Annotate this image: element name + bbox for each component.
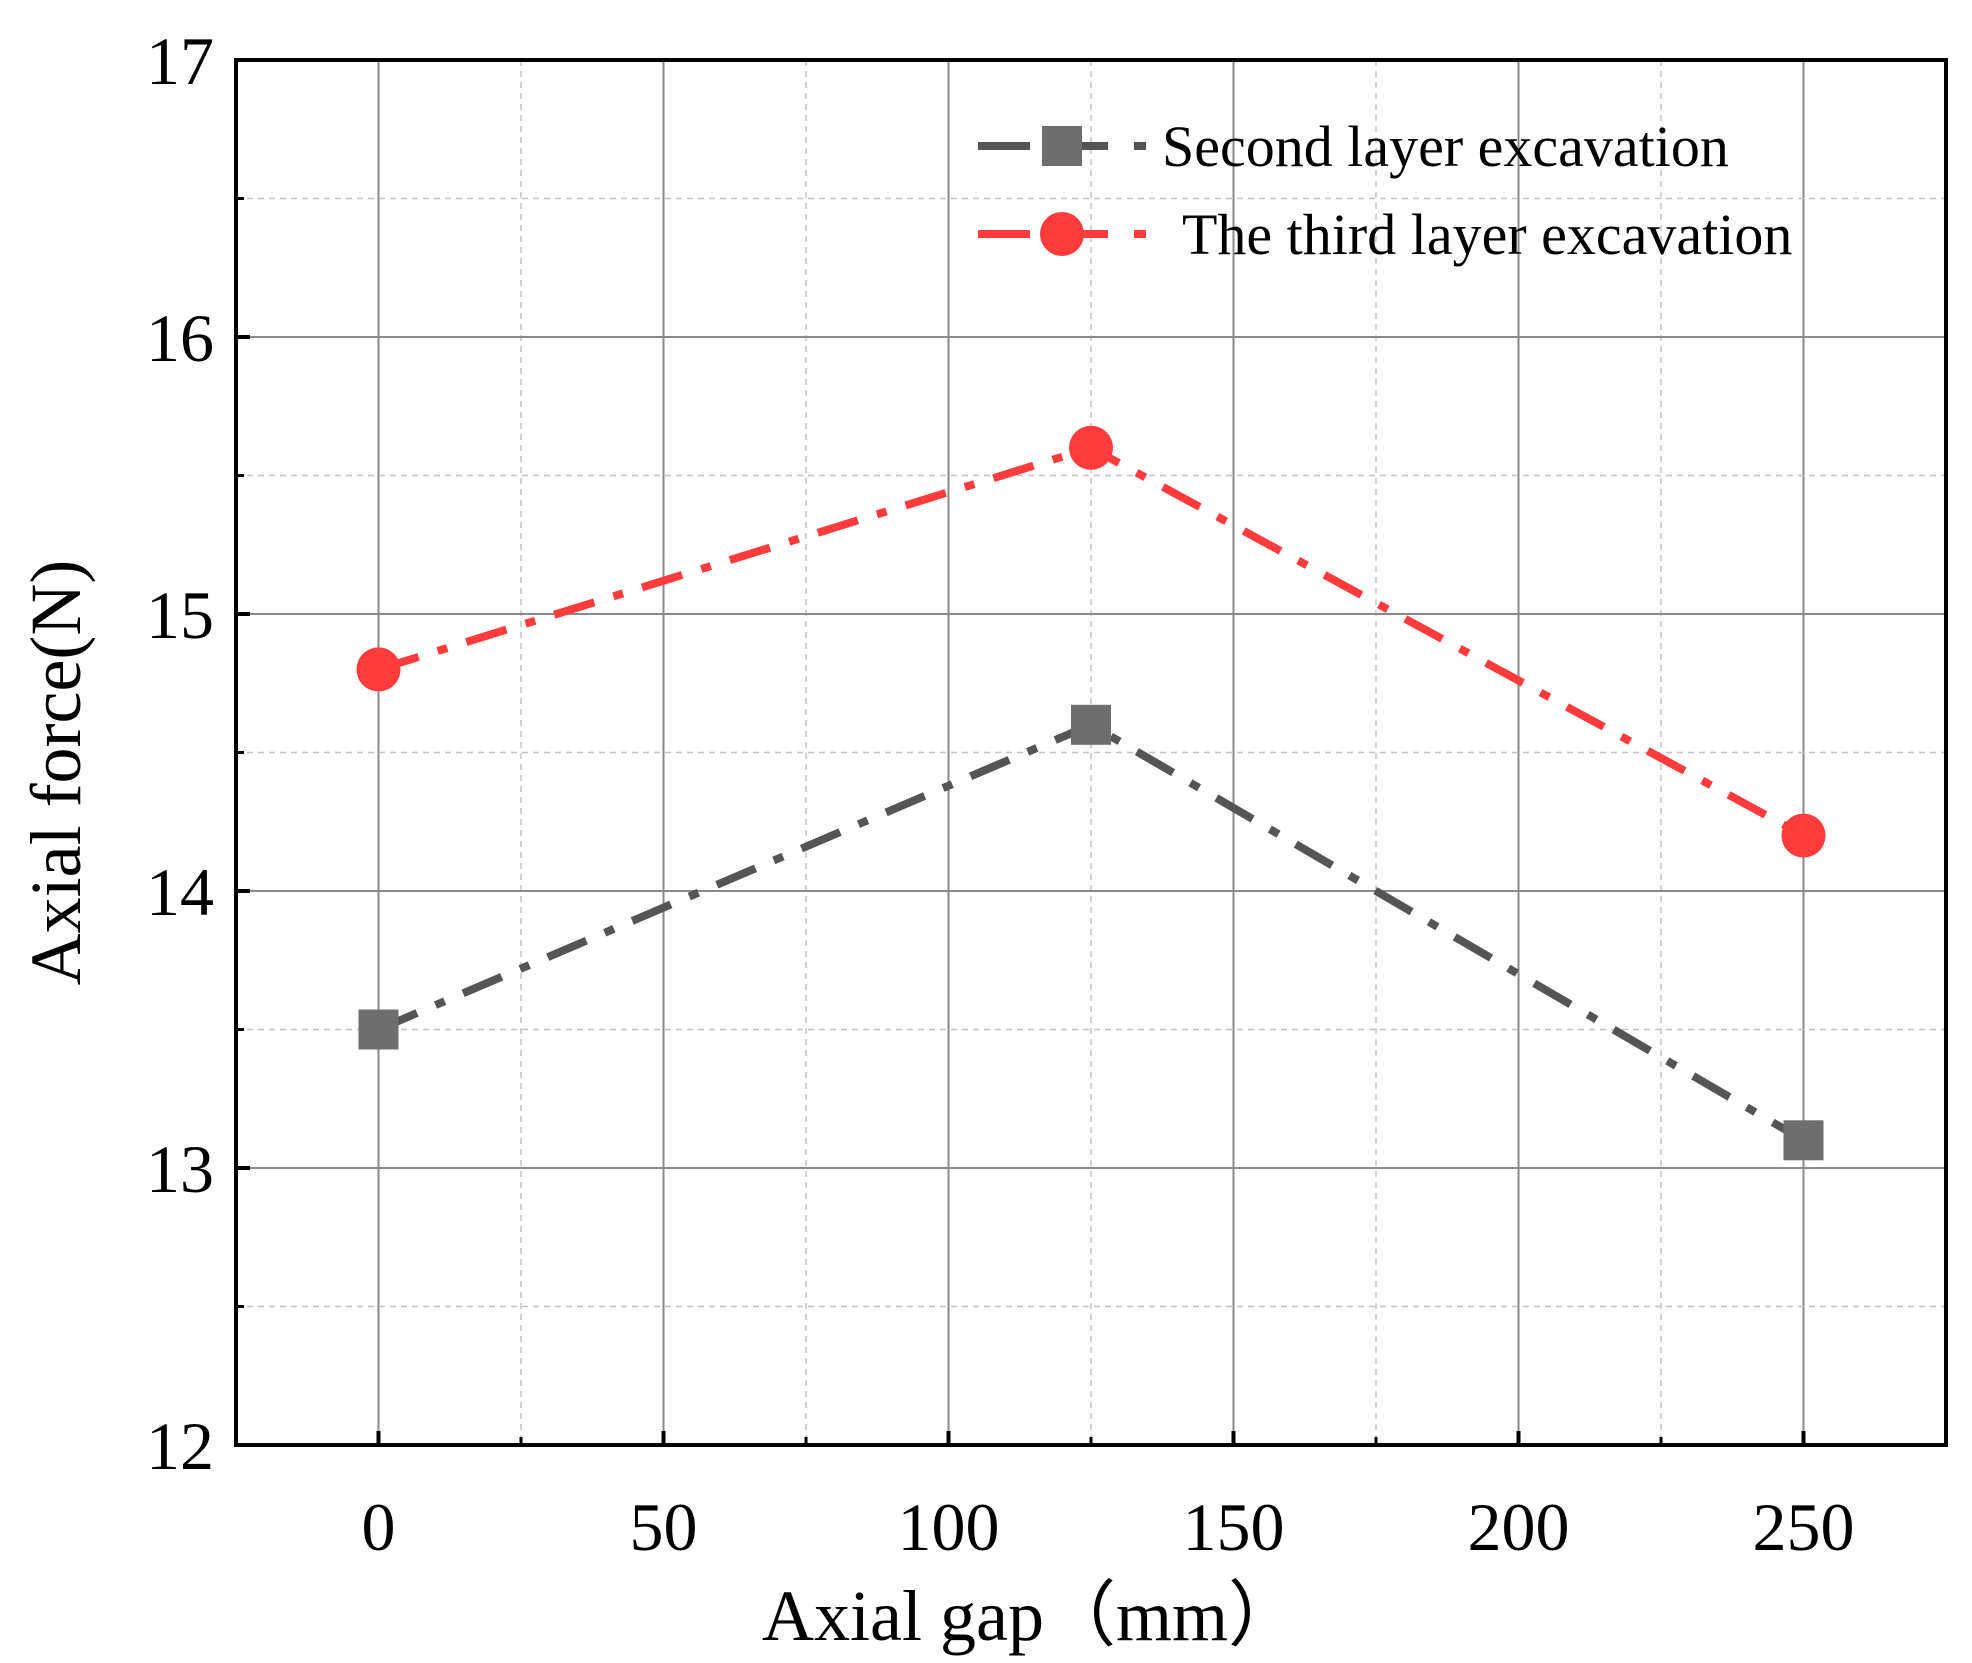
legend-label-second-layer: Second layer excavation	[1162, 114, 1729, 179]
data-point-square	[358, 1009, 399, 1050]
axis-ticks	[236, 58, 1806, 1447]
legend: Second layer excavation The third layer …	[978, 114, 1792, 267]
legend-label-third-layer: The third layer excavation	[1182, 202, 1792, 267]
y-tick-label: 14	[146, 854, 214, 930]
x-tick-label: 50	[630, 1489, 698, 1565]
y-tick-labels: 12 13 14 15 16 17	[146, 23, 214, 1484]
y-tick-label: 12	[146, 1408, 214, 1484]
series-markers	[356, 425, 1826, 1161]
y-tick-label: 13	[146, 1131, 214, 1207]
grid	[236, 60, 1946, 1445]
x-tick-label: 0	[362, 1489, 396, 1565]
legend-marker-circle-icon	[1040, 212, 1084, 256]
data-point-circle	[1069, 425, 1113, 470]
x-tick-label: 150	[1183, 1489, 1285, 1565]
data-point-circle	[1781, 813, 1826, 858]
x-tick-label: 250	[1753, 1489, 1855, 1565]
y-tick-label: 16	[146, 300, 214, 376]
y-tick-label: 17	[146, 23, 214, 99]
x-axis-title: Axial gap（mm）	[762, 1576, 1300, 1656]
legend-entry-third-layer: The third layer excavation	[978, 202, 1792, 267]
legend-entry-second-layer: Second layer excavation	[978, 114, 1729, 179]
y-axis-title: Axial force(N)	[16, 560, 96, 986]
x-tick-labels: 0 50 100 150 200 250	[362, 1489, 1855, 1565]
x-tick-label: 200	[1468, 1489, 1570, 1565]
data-point-circle	[356, 647, 401, 692]
x-tick-label: 100	[898, 1489, 1000, 1565]
y-tick-label: 15	[146, 577, 214, 653]
legend-marker-square-icon	[1042, 126, 1082, 166]
data-point-square	[1071, 704, 1111, 745]
data-point-square	[1783, 1120, 1824, 1161]
